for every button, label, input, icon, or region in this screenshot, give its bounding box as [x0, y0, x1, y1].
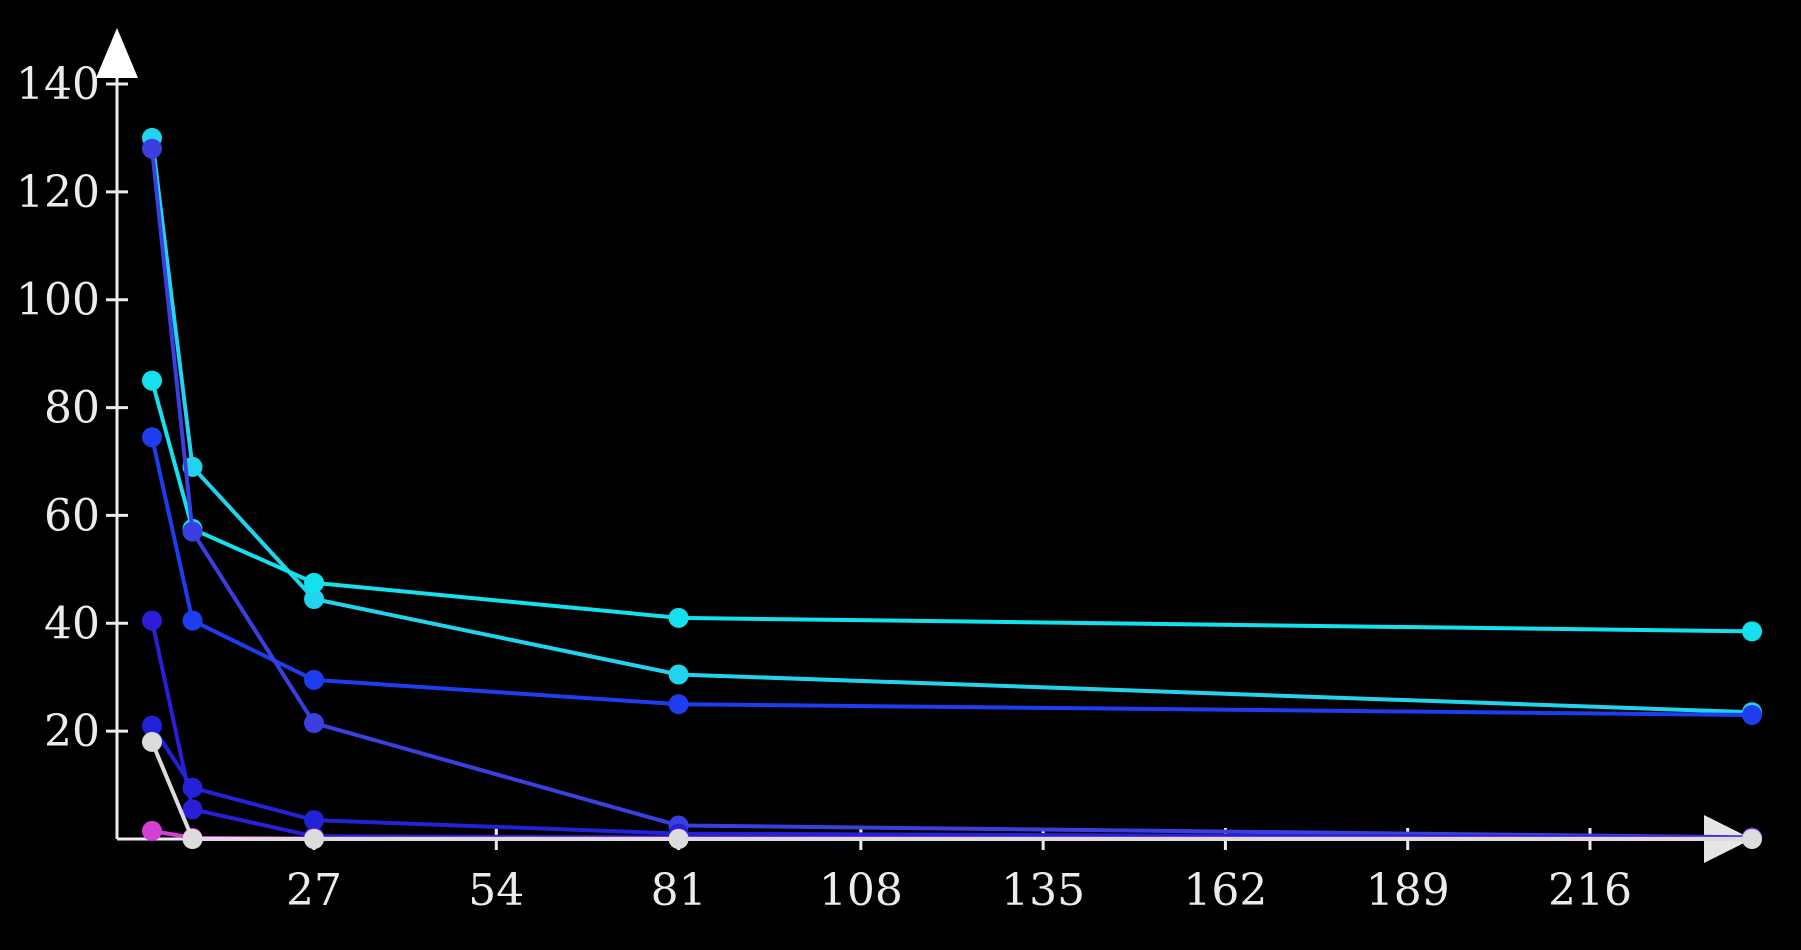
data-point	[668, 664, 689, 685]
data-point	[142, 138, 162, 159]
y-tick-label: 140	[16, 59, 100, 110]
data-point	[182, 610, 203, 631]
x-tick-label: 216	[1548, 865, 1632, 916]
axes	[96, 28, 1752, 863]
data-point	[668, 607, 689, 628]
series-line	[150, 137, 1753, 715]
data-point	[304, 589, 325, 610]
series-line	[150, 436, 1753, 717]
series-5	[142, 610, 1762, 849]
data-point	[142, 820, 162, 841]
x-tick-label: 81	[651, 865, 707, 916]
x-tick-label: 162	[1183, 865, 1267, 916]
y-axis-ticks: 20 40 60 80 100 120 140	[16, 59, 128, 757]
y-tick-label: 120	[16, 167, 100, 218]
series-8	[142, 731, 1762, 849]
data-point	[304, 669, 325, 690]
x-tick-label: 135	[1001, 865, 1085, 916]
series-line	[150, 380, 1753, 634]
data-point	[142, 427, 162, 448]
y-tick-label: 60	[44, 490, 100, 541]
series-1	[142, 127, 1762, 723]
series-3	[142, 427, 1762, 725]
x-tick-label: 108	[819, 865, 903, 916]
data-point	[142, 715, 162, 736]
y-tick-label: 80	[44, 383, 100, 434]
data-point	[182, 799, 203, 820]
x-tick-label: 54	[468, 865, 524, 916]
data-point	[182, 777, 203, 798]
data-point	[304, 572, 325, 593]
data-point	[304, 829, 325, 849]
data-point	[142, 610, 162, 631]
x-tick-label: 27	[286, 865, 342, 916]
data-point	[304, 713, 325, 734]
series-line	[150, 148, 1753, 840]
series-2	[142, 370, 1762, 642]
data-point	[1742, 829, 1762, 849]
series-4	[142, 138, 1762, 848]
series-line	[150, 724, 1753, 840]
y-tick-label: 100	[16, 275, 100, 326]
x-axis-ticks: 27 54 81 108 135 162 189 216	[286, 828, 1632, 916]
series-layer	[142, 127, 1762, 849]
data-point	[668, 829, 689, 849]
y-axis-arrowhead	[96, 28, 138, 78]
data-point	[668, 694, 689, 715]
y-tick-label: 20	[44, 706, 100, 757]
data-point	[182, 521, 203, 542]
x-tick-label: 189	[1366, 865, 1450, 916]
y-tick-label: 40	[44, 598, 100, 649]
data-point	[142, 370, 162, 391]
data-point	[142, 731, 162, 752]
data-point	[1742, 704, 1762, 725]
data-point	[182, 829, 203, 849]
data-point	[1742, 621, 1762, 642]
data-point	[304, 810, 325, 831]
series-line	[150, 620, 1753, 841]
